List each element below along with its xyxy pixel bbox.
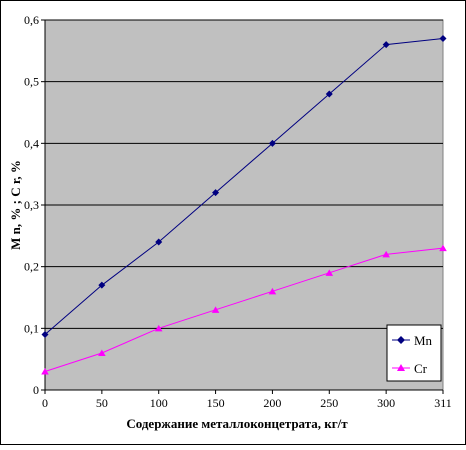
series-line-cr (44, 247, 444, 372)
series-layer (41, 35, 447, 375)
point-mn-4 (268, 139, 276, 147)
point-mn-2 (155, 238, 163, 246)
legend-label-mn: Mn (414, 333, 433, 348)
point-cr-3 (211, 306, 220, 313)
y-tick-label-0: 0 (33, 383, 39, 397)
y-tick-label-2: 0,2 (24, 260, 39, 274)
point-mn-3 (212, 189, 220, 197)
series-line-mn (44, 38, 444, 335)
y-tick-label-3: 0,3 (24, 198, 39, 212)
point-mn-0 (41, 331, 49, 338)
axes (44, 20, 444, 394)
y-tick-labels: 0 0,1 0,2 0,3 0,4 0,5 0,6 (24, 13, 39, 397)
x-tick-label-4: 200 (263, 396, 281, 410)
x-tick-label-6: 300 (377, 396, 395, 410)
y-axis-label: M n, % ; C r, % (8, 160, 23, 250)
gridlines (41, 19, 443, 391)
x-tick-label-3: 150 (207, 396, 225, 410)
point-cr-2 (154, 324, 163, 332)
point-mn-7 (439, 35, 447, 42)
legend-label-cr: Cr (414, 361, 428, 376)
point-cr-5 (325, 269, 334, 276)
point-mn-6 (382, 41, 390, 49)
legend-marker-cr (397, 364, 405, 371)
y-tick-label-4: 0,4 (24, 136, 39, 150)
x-tick-label-2: 100 (150, 396, 168, 410)
y-tick-label-1: 0,1 (24, 321, 39, 335)
x-tick-label-5: 250 (320, 396, 338, 410)
point-cr-0 (41, 368, 49, 375)
point-cr-4 (268, 287, 277, 295)
point-cr-6 (382, 250, 390, 258)
x-tick-labels: 0 50 100 150 200 250 300 311 (42, 396, 452, 410)
x-tick-label-1: 50 (96, 396, 108, 410)
point-mn-1 (98, 281, 106, 289)
y-tick-label-6: 0,6 (24, 13, 39, 27)
legend-box (386, 324, 442, 382)
x-axis-label: Содержание металлоконцетрата, кг/т (126, 416, 348, 431)
x-tick-label-0: 0 (42, 396, 48, 410)
x-tick-label-7: 311 (434, 396, 452, 410)
point-cr-1 (98, 349, 106, 356)
y-tick-label-5: 0,5 (24, 75, 39, 89)
point-cr-7 (439, 244, 447, 252)
legend-marker-mn (397, 336, 405, 344)
point-mn-5 (325, 90, 333, 98)
legend: Mn Cr (386, 324, 442, 382)
